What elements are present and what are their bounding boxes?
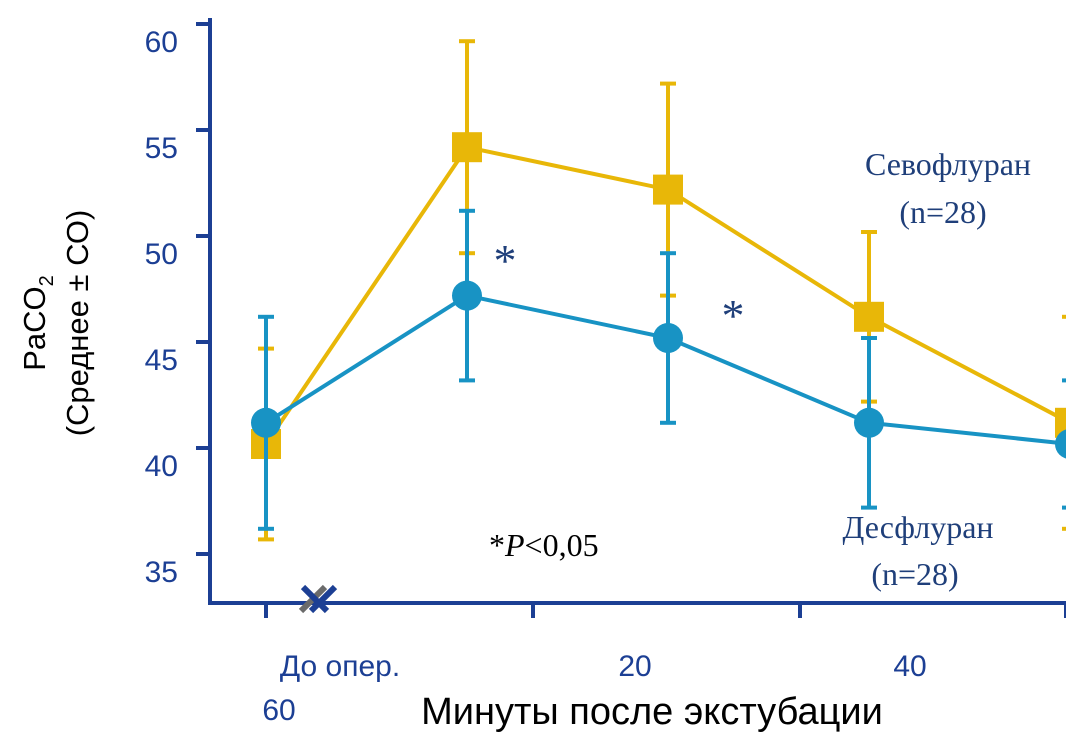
y-tick-label: 60: [145, 26, 178, 59]
series-sevoflurane: [251, 39, 1066, 542]
y-axis-label-main: PaCO: [17, 286, 52, 370]
y-tick-label: 35: [145, 556, 178, 589]
y-tick-label: 45: [145, 344, 178, 377]
y-tick-label: 50: [145, 238, 178, 271]
x-tick-label: До опер.: [280, 650, 400, 683]
y-tick-label: 40: [145, 450, 178, 483]
axis-break-icon: [298, 584, 338, 614]
significance-star-2: *: [722, 290, 745, 341]
series-desflurane: [251, 208, 1066, 531]
y-ticks: 35 40 45 50 55 60: [145, 22, 212, 589]
series-n-sevoflurane: (n=28): [899, 194, 986, 230]
legend-sevoflurane: Севофлуран (n=28): [865, 146, 1031, 230]
x-extra-label: 60: [262, 694, 295, 727]
x-tick-label: 40: [893, 650, 926, 683]
x-tick-label: 20: [618, 650, 651, 683]
y-axis-label: PaCO2 (Среднее ± СО): [17, 210, 95, 437]
data-point-square: [1055, 407, 1066, 438]
svg-text:PaCO2: PaCO2: [17, 275, 58, 371]
x-axis-label: Минуты после экстубации: [421, 691, 883, 733]
significance-star-1: *: [494, 235, 517, 286]
y-axis-label-line2: (Среднее ± СО): [60, 210, 95, 437]
y-tick-label: 55: [145, 132, 178, 165]
legend-desflurane: Десфлуран (n=28): [842, 509, 993, 592]
data-point-circle: [1055, 429, 1066, 459]
x-ticks: До опер. 20 40: [264, 601, 1066, 683]
y-axis-label-subscript: 2: [36, 275, 58, 286]
p-value-note: *P<0,05: [489, 527, 599, 563]
series-label-desflurane: Десфлуран: [842, 509, 993, 545]
series-label-sevoflurane: Севофлуран: [865, 146, 1031, 182]
series-n-desflurane: (n=28): [871, 556, 958, 592]
